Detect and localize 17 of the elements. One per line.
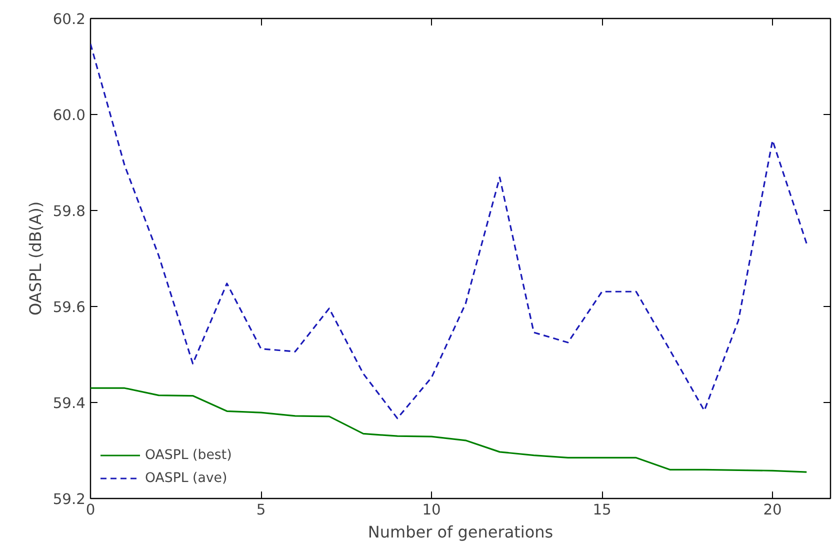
x-tick-label: 15 xyxy=(592,502,612,518)
legend-label: OASPL (best) xyxy=(145,448,232,462)
y-tick-label: 59.6 xyxy=(52,299,86,316)
y-tick-label: 59.8 xyxy=(52,203,86,220)
y-tick-label: 59.2 xyxy=(52,491,86,508)
line-series xyxy=(90,43,808,420)
x-axis-title: Number of generations xyxy=(368,522,554,542)
x-tick-label: 20 xyxy=(763,502,782,518)
x-tick-label: 0 xyxy=(86,502,96,518)
y-tick-label: 60.0 xyxy=(52,107,86,124)
y-tick-label: 60.2 xyxy=(52,11,86,28)
x-tick-label: 5 xyxy=(256,502,266,518)
y-axis-title: OASPL (dB(A)) xyxy=(26,201,45,316)
x-tick-label: 10 xyxy=(422,502,441,518)
legend-label: OASPL (ave) xyxy=(145,470,228,486)
line-series xyxy=(90,387,808,473)
y-tick-label: 59.4 xyxy=(52,395,86,412)
